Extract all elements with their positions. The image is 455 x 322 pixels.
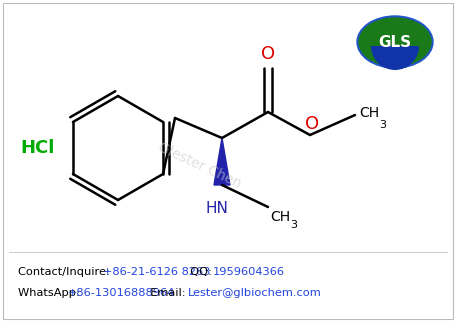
Text: Email:: Email:: [143, 288, 189, 298]
Text: 1959604366: 1959604366: [212, 267, 284, 277]
Text: Lester@glbiochem.com: Lester@glbiochem.com: [187, 288, 321, 298]
Text: O: O: [260, 45, 274, 63]
Text: 3: 3: [378, 120, 385, 130]
Text: WhatsApp:: WhatsApp:: [18, 288, 83, 298]
Text: QQ:: QQ:: [182, 267, 215, 277]
Text: Glester Chen: Glester Chen: [156, 140, 243, 190]
Text: O: O: [304, 115, 318, 133]
Wedge shape: [370, 46, 418, 70]
Text: +86-21-6126 8263: +86-21-6126 8263: [103, 267, 210, 277]
Text: CH: CH: [358, 106, 378, 120]
Text: +86-13016888964: +86-13016888964: [68, 288, 175, 298]
Text: HN: HN: [205, 201, 228, 216]
Text: 3: 3: [289, 220, 296, 230]
Text: CH: CH: [269, 210, 289, 224]
Text: Contact/Inquire:: Contact/Inquire:: [18, 267, 113, 277]
Text: HCl: HCl: [21, 139, 55, 157]
Ellipse shape: [358, 18, 430, 66]
Ellipse shape: [356, 16, 432, 68]
Text: GLS: GLS: [378, 34, 411, 50]
Polygon shape: [213, 138, 229, 185]
